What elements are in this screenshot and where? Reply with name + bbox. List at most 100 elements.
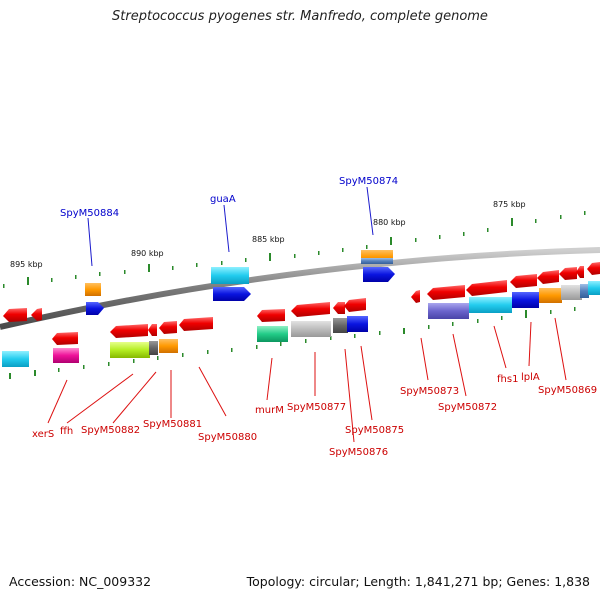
tick-mark xyxy=(58,368,60,372)
gene-arrow[interactable] xyxy=(110,324,148,338)
gene-guaA-arrow[interactable] xyxy=(213,287,251,301)
gene-box[interactable] xyxy=(2,351,29,367)
gene-box[interactable] xyxy=(469,297,512,313)
leader-line xyxy=(47,379,68,424)
gene-arrow[interactable] xyxy=(179,317,213,331)
gene-label-xerS[interactable]: xerS xyxy=(32,429,54,440)
gene-SpyM50884-arrow[interactable] xyxy=(86,302,104,315)
gene-arrow[interactable] xyxy=(291,302,330,317)
gene-box[interactable] xyxy=(512,292,539,308)
outer-features xyxy=(85,250,395,315)
gene-label-SpyM50875[interactable]: SpyM50875 xyxy=(345,425,404,436)
gene-arrow[interactable] xyxy=(537,270,559,284)
inner-colored-boxes xyxy=(2,281,600,367)
gene-label-murM[interactable]: murM xyxy=(255,405,284,416)
gene-arrow[interactable] xyxy=(427,285,465,300)
tick-mark xyxy=(34,370,36,376)
ruler-ticks xyxy=(3,211,586,379)
gene-box[interactable] xyxy=(347,316,368,332)
tick-mark xyxy=(27,277,29,285)
gene-label-SpyM50874[interactable]: SpyM50874 xyxy=(339,176,398,187)
gene-label-ffh[interactable]: ffh xyxy=(60,426,73,437)
inner-red-strand xyxy=(3,262,600,345)
ruler-label: 885 kbp xyxy=(252,235,285,244)
gene-label-SpyM50872[interactable]: SpyM50872 xyxy=(438,402,497,413)
tick-mark xyxy=(403,328,405,334)
leader-line xyxy=(344,348,355,443)
gene-arrow[interactable] xyxy=(257,309,285,322)
gene-label-SpyM50869[interactable]: SpyM50869 xyxy=(538,385,597,396)
gene-label-fhs1[interactable]: fhs1 xyxy=(497,374,518,385)
gene-box[interactable] xyxy=(561,285,582,300)
gene-box[interactable] xyxy=(149,341,158,355)
gene-box[interactable] xyxy=(428,303,469,319)
gene-arrow[interactable] xyxy=(466,280,507,296)
leader-line xyxy=(266,357,273,401)
gene-SpyM50874-box-2[interactable] xyxy=(361,258,393,264)
tick-mark xyxy=(477,319,479,323)
ruler-label: 880 kbp xyxy=(373,218,406,227)
tick-mark xyxy=(231,348,233,352)
ruler-label: 890 kbp xyxy=(131,249,164,258)
gene-label-lplA[interactable]: lplA xyxy=(521,372,540,383)
gene-arrow[interactable] xyxy=(31,308,42,321)
gene-box[interactable] xyxy=(333,318,348,333)
gene-box[interactable] xyxy=(588,281,600,295)
gene-arrow[interactable] xyxy=(344,298,366,312)
gene-arrow[interactable] xyxy=(148,324,157,336)
gene-box[interactable] xyxy=(110,342,150,358)
leader-line xyxy=(112,371,157,424)
tick-mark xyxy=(83,365,85,369)
gene-SpyM50884-box[interactable] xyxy=(85,283,101,296)
gene-label-SpyM50873[interactable]: SpyM50873 xyxy=(400,386,459,397)
gene-arrow[interactable] xyxy=(3,308,27,322)
gene-arrow[interactable] xyxy=(333,302,345,314)
tick-mark xyxy=(3,284,5,288)
tick-mark xyxy=(207,350,209,354)
genome-backbone xyxy=(0,247,600,330)
gene-label-SpyM50882[interactable]: SpyM50882 xyxy=(81,425,140,436)
tick-mark xyxy=(379,331,381,335)
gene-arrow[interactable] xyxy=(510,274,537,288)
gene-box[interactable] xyxy=(291,321,331,337)
accession-label: Accession: NC_009332 xyxy=(9,574,152,589)
tick-mark xyxy=(415,238,417,242)
gene-arrow[interactable] xyxy=(587,262,600,275)
leader-line xyxy=(493,325,507,369)
gene-SpyM50874-arrow[interactable] xyxy=(363,267,395,282)
gene-arrow[interactable] xyxy=(411,290,420,303)
gene-guaA-box[interactable] xyxy=(211,267,249,284)
gene-box[interactable] xyxy=(539,288,562,303)
leader-line xyxy=(223,204,230,253)
gene-label-SpyM50884[interactable]: SpyM50884 xyxy=(60,208,119,219)
gene-box[interactable] xyxy=(257,326,288,342)
gene-arrow[interactable] xyxy=(576,266,584,278)
tick-mark xyxy=(584,211,586,215)
gene-label-guaA[interactable]: guaA xyxy=(210,194,236,205)
gene-arrow[interactable] xyxy=(159,321,177,334)
tick-mark xyxy=(256,345,258,349)
gene-arrow[interactable] xyxy=(52,332,78,345)
tick-mark xyxy=(269,253,271,261)
gene-box[interactable] xyxy=(53,348,79,363)
tick-mark xyxy=(390,237,392,245)
tick-mark xyxy=(124,270,126,274)
tick-mark xyxy=(354,334,356,338)
leader-line xyxy=(87,217,93,267)
gene-label-SpyM50876[interactable]: SpyM50876 xyxy=(329,447,388,458)
tick-mark xyxy=(342,248,344,252)
gene-box[interactable] xyxy=(159,339,178,353)
gene-arrow[interactable] xyxy=(559,267,577,280)
tick-mark xyxy=(487,228,489,232)
tick-mark xyxy=(196,263,198,267)
tick-mark xyxy=(157,356,159,360)
gene-label-SpyM50880[interactable]: SpyM50880 xyxy=(198,432,257,443)
gene-label-SpyM50881[interactable]: SpyM50881 xyxy=(143,419,202,430)
gene-box[interactable] xyxy=(580,284,589,298)
tick-mark xyxy=(428,325,430,329)
gene-label-SpyM50877[interactable]: SpyM50877 xyxy=(287,402,346,413)
tick-mark xyxy=(463,232,465,236)
tick-mark xyxy=(51,278,53,282)
tick-mark xyxy=(172,266,174,270)
